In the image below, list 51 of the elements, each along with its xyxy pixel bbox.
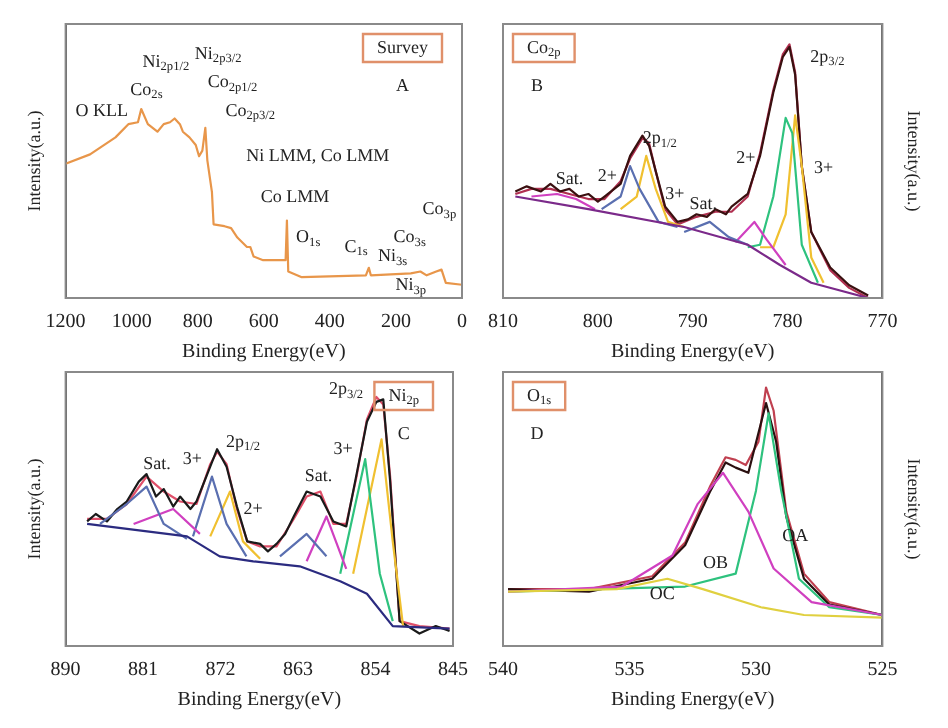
x-tick-label: 845: [438, 659, 468, 682]
x-tick-label: 525: [867, 659, 898, 682]
y-axis-title: Intensity(a.u.): [904, 110, 925, 212]
annotation: 3+: [182, 447, 202, 468]
x-tick-label: 800: [182, 311, 213, 334]
annotation: 2+: [597, 165, 617, 186]
annotation: Sat.: [143, 452, 171, 473]
y-axis-title: Intensity(a.u.): [23, 110, 44, 212]
x-tick-label: 200: [380, 311, 411, 334]
x-tick-label: 1200: [45, 311, 86, 334]
annotation: OC: [649, 582, 675, 603]
annotation: Sat.: [689, 192, 718, 213]
x-axis-title: Binding Energy(eV): [182, 341, 346, 364]
annotation: 3+: [665, 182, 685, 203]
y-axis-title: Intensity(a.u.): [23, 458, 44, 560]
x-tick-label: 1000: [111, 311, 152, 334]
x-tick-label: 0: [457, 311, 467, 334]
text: B: [531, 74, 544, 95]
x-axis-title: Binding Energy(eV): [610, 341, 775, 364]
text: C: [397, 422, 410, 443]
annotation: OB: [702, 551, 728, 572]
chart-title: Survey: [377, 36, 429, 57]
x-tick-label: 400: [314, 311, 345, 334]
x-tick-label: 770: [867, 311, 898, 334]
annotation: 3+: [333, 437, 353, 458]
x-tick-label: 535: [614, 659, 645, 682]
annotation: Ni LMM, Co LMM: [246, 145, 390, 166]
chart-subtitle: A: [396, 74, 410, 95]
annotation: Co LMM: [260, 186, 330, 207]
x-tick-label: 890: [50, 659, 81, 682]
y-axis-title: Intensity(a.u.): [904, 458, 925, 560]
x-tick-label: 540: [488, 659, 518, 682]
text: D: [530, 422, 545, 443]
annotation: O KLL: [75, 99, 128, 120]
x-tick-label: 810: [488, 311, 518, 334]
annotation: Sat.: [304, 465, 333, 486]
annotation: 3+: [814, 157, 834, 178]
x-axis-title: Binding Energy(eV): [177, 689, 342, 712]
x-tick-label: 600: [248, 311, 279, 334]
x-tick-label: 800: [582, 311, 613, 334]
x-tick-label: 780: [772, 311, 803, 334]
x-tick-label: 790: [677, 311, 708, 334]
annotation: Sat.: [555, 167, 584, 188]
x-tick-label: 854: [360, 659, 391, 682]
x-tick-label: 872: [205, 659, 236, 682]
x-tick-label: 881: [128, 659, 159, 682]
annotation: 2+: [243, 497, 263, 518]
x-axis-title: Binding Energy(eV): [610, 689, 775, 712]
x-tick-label: 863: [283, 659, 314, 682]
annotation: 2+: [736, 147, 756, 168]
x-tick-label: 530: [740, 659, 771, 682]
